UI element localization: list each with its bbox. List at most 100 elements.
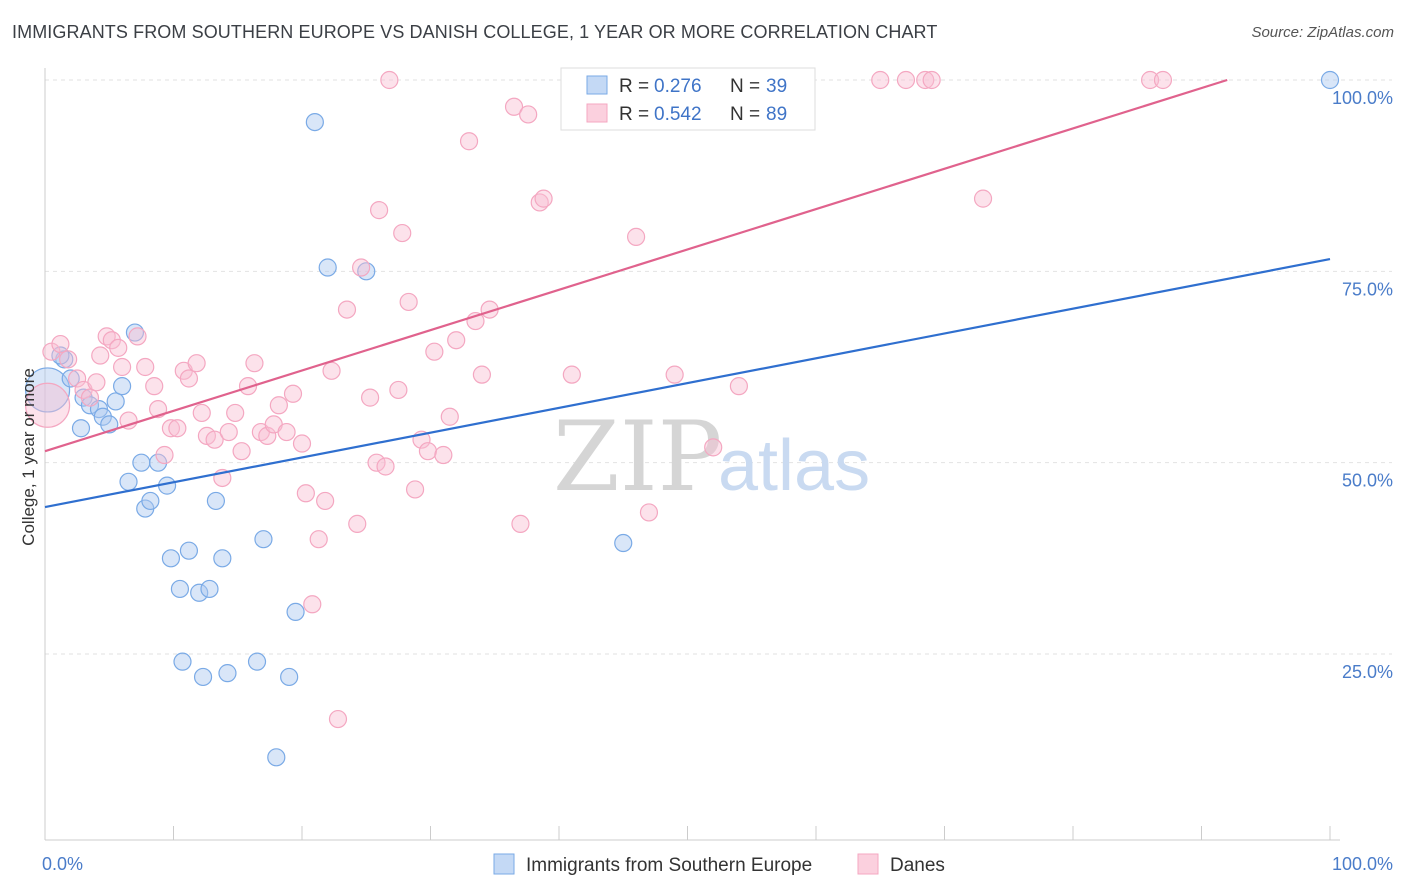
- point-immigrants: [170, 579, 190, 599]
- legend-r-value-1: 0.276: [654, 76, 702, 97]
- x-tick-label: 0.0%: [42, 854, 83, 874]
- point-danes: [393, 223, 412, 243]
- point-danes: [916, 70, 935, 90]
- point-danes: [519, 105, 538, 124]
- legend-r-value-2: 0.542: [654, 104, 702, 125]
- x-tick-labels: 0.0% 100.0%: [42, 854, 1393, 874]
- legend-r-label-1: R =: [619, 76, 649, 97]
- series-legend-label-danes: Danes: [890, 855, 945, 876]
- point-immigrants: [119, 472, 138, 491]
- point-danes: [296, 484, 315, 503]
- point-danes: [136, 357, 155, 377]
- point-danes: [376, 457, 395, 476]
- legend-n-label-1: N =: [730, 76, 760, 97]
- legend-n-label-2: N =: [730, 104, 760, 125]
- point-danes: [119, 411, 138, 430]
- point-immigrants: [218, 664, 237, 683]
- point-immigrants: [80, 396, 100, 415]
- point-immigrants: [206, 491, 226, 511]
- point-danes: [155, 445, 174, 465]
- point-immigrants: [190, 583, 209, 602]
- point-danes: [337, 300, 357, 319]
- point-danes: [232, 442, 251, 461]
- point-immigrants: [106, 392, 125, 411]
- series-legend-label-immigrants: Immigrants from Southern Europe: [526, 855, 812, 876]
- point-danes: [504, 97, 524, 116]
- point-immigrants: [179, 541, 199, 560]
- point-danes: [316, 491, 335, 511]
- series-legend: Immigrants from Southern Europe Danes: [493, 853, 945, 876]
- point-danes: [80, 388, 100, 407]
- point-immigrants: [173, 652, 192, 671]
- point-danes: [361, 388, 380, 407]
- point-danes: [91, 346, 110, 365]
- point-danes: [562, 365, 581, 384]
- point-danes: [269, 396, 288, 415]
- point-danes: [258, 426, 277, 445]
- point-danes: [277, 422, 296, 442]
- point-immigrants: [200, 579, 219, 599]
- point-immigrants: [267, 748, 286, 767]
- watermark-atlas: atlas: [718, 426, 870, 506]
- legend-swatch-danes: [586, 103, 608, 123]
- point-danes: [534, 189, 553, 208]
- point-danes: [205, 430, 224, 449]
- point-immigrants: [614, 533, 633, 553]
- trend-line-immigrants: [44, 258, 1331, 509]
- y-axis-title: College, 1 year or more: [19, 368, 38, 546]
- watermark-zip: ZIP: [553, 401, 722, 513]
- point-danes: [896, 70, 916, 90]
- point-immigrants: [247, 652, 267, 671]
- point-danes: [161, 419, 181, 438]
- y-tick-label: 100.0%: [1332, 88, 1393, 108]
- point-immigrants: [213, 549, 232, 568]
- point-danes: [179, 369, 199, 388]
- point-danes: [1153, 70, 1173, 90]
- point-danes: [187, 354, 206, 373]
- source-label: Source: ZipAtlas.com: [1251, 24, 1394, 41]
- point-danes: [352, 258, 371, 277]
- point-danes: [367, 453, 386, 472]
- point-immigrants: [280, 667, 299, 687]
- legend-n-value-2: 89: [766, 104, 787, 125]
- point-danes: [389, 380, 408, 400]
- point-danes: [871, 70, 890, 90]
- series-legend-swatch-danes: [857, 853, 879, 875]
- point-danes: [418, 442, 438, 461]
- point-danes: [145, 377, 164, 396]
- point-danes: [322, 361, 341, 380]
- legend-swatch-immigrants: [586, 75, 608, 95]
- chart-title: IMMIGRANTS FROM SOUTHERN EUROPE VS DANIS…: [12, 22, 938, 42]
- point-danes: [665, 365, 684, 384]
- point-immigrants: [112, 377, 132, 396]
- point-danes: [348, 514, 367, 533]
- point-danes: [729, 377, 749, 396]
- correlation-legend: R = 0.276 N = 39 R = 0.542 N = 89: [560, 67, 816, 131]
- point-danes: [168, 419, 187, 438]
- point-danes: [303, 595, 322, 614]
- point-danes: [87, 373, 106, 392]
- point-danes: [128, 327, 147, 346]
- point-immigrants: [161, 549, 181, 568]
- y-tick-label: 75.0%: [1342, 279, 1393, 299]
- point-danes: [109, 338, 128, 357]
- point-danes: [192, 403, 211, 423]
- point-danes: [68, 369, 87, 388]
- point-danes: [1140, 70, 1160, 90]
- y-tick-label: 50.0%: [1342, 471, 1393, 491]
- point-immigrants: [254, 530, 273, 549]
- point-danes: [405, 480, 425, 499]
- point-danes: [447, 331, 466, 350]
- point-danes: [973, 189, 993, 208]
- point-immigrants: [286, 602, 305, 622]
- point-danes: [399, 292, 418, 312]
- point-danes: [370, 201, 389, 220]
- point-immigrants: [24, 367, 71, 413]
- point-danes: [238, 377, 258, 396]
- point-danes: [380, 70, 399, 90]
- point-danes: [459, 132, 479, 151]
- point-immigrants: [193, 667, 213, 687]
- legend-n-value-1: 39: [766, 76, 787, 97]
- point-danes: [51, 334, 70, 354]
